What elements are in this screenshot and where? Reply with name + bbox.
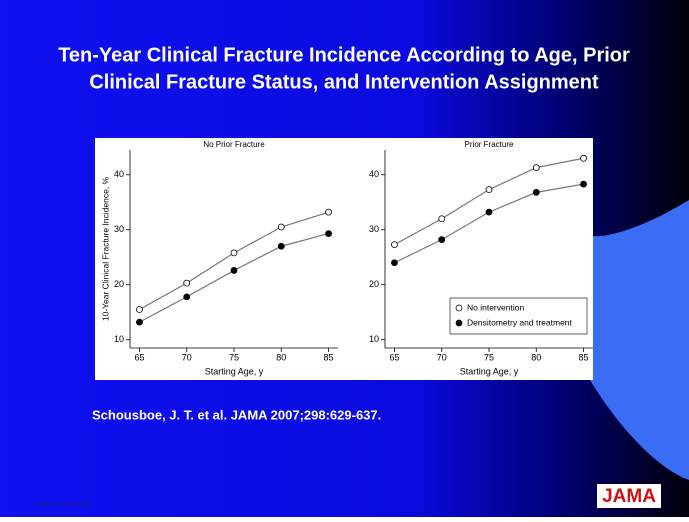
y-axis-label: 10-Year Clinical Fracture Incidence, % [100,176,110,321]
data-point [391,241,398,249]
x-tick-label: 80 [531,352,541,362]
x-tick-label: 80 [276,352,286,362]
y-tick-label: 40 [369,169,379,179]
logo: JAMA [602,486,656,507]
citation: Schousboe, J. T. et al. JAMA 2007;298:62… [92,407,381,422]
data-point [230,267,238,274]
data-point [277,223,285,231]
y-tick-label: 10 [369,334,379,344]
plots: 10 20 30 40 65 70 75 80 85 No Prior Fracture Start… [100,140,593,376]
legend-label: Densitometry and treatment [467,317,573,327]
data-point [183,279,191,287]
y-tick-label: 10 [114,334,124,344]
plot-title: Prior Fracture [465,140,514,149]
data-point [277,242,285,250]
figure-panel [95,138,593,380]
y-tick-label: 40 [114,169,124,179]
x-axis-label: Starting Age, y [460,366,519,376]
data-point [580,154,587,162]
x-tick-label: 75 [229,352,239,362]
data-point [136,306,143,313]
data-point [391,259,398,267]
data-point [136,318,143,326]
legend-marker [455,304,463,312]
x-tick-label: 85 [324,352,334,362]
data-point [485,186,493,194]
data-point [532,164,540,172]
x-tick-label: 65 [134,352,144,362]
plot-title: No Prior Fracture [203,140,265,149]
logo-box [597,484,661,508]
data-point [438,215,446,223]
y-tick-label: 30 [369,224,379,234]
slide-title: Ten-Year Clinical Fracture Incidence Acc… [58,44,630,66]
copyright: Copyright restrictions may apply. [35,501,93,506]
x-tick-label: 75 [484,352,494,362]
data-point [183,293,191,301]
decor-shape [590,200,689,480]
data-point [580,180,587,188]
data-point [325,208,332,216]
data-point [325,230,332,238]
y-tick-label: 20 [369,279,379,289]
data-point [485,208,493,216]
x-tick-label: 85 [579,352,589,362]
legend-box [449,297,588,335]
slide-title: Clinical Fracture Status, and Interventi… [89,71,599,93]
data-point [230,249,238,257]
x-tick-label: 70 [182,352,192,362]
y-tick-label: 30 [114,224,124,234]
legend-marker [455,319,463,327]
legend-label: No intervention [467,302,524,312]
x-tick-label: 70 [437,352,447,362]
x-tick-label: 65 [389,352,399,362]
data-point [438,236,446,244]
data-point [532,188,540,196]
x-axis-label: Starting Age, y [205,366,264,376]
y-tick-label: 20 [114,279,124,289]
